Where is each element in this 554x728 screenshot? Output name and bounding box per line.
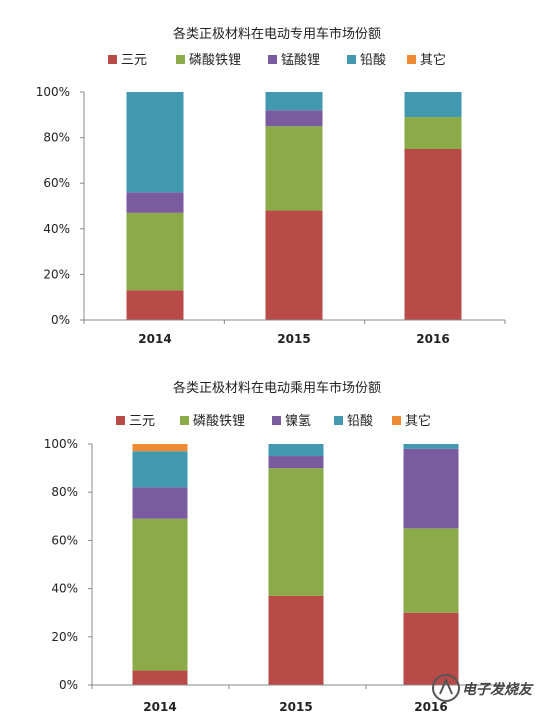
x-axis: 2014 2015 2016	[83, 319, 506, 346]
chart-passenger-vehicles: 各类正极材料在电动乘用车市场份额 三元 磷酸铁锂 镍氢 铅酸 其它 0% 20% 40% 60…	[44, 380, 504, 714]
y-axis: 0% 20% 40% 60% 80% 100%	[36, 85, 85, 327]
y-tick-label: 60%	[43, 176, 70, 190]
bar-segment	[265, 210, 323, 320]
legend-label: 磷酸铁锂	[189, 53, 241, 68]
x-tick-label: 2016	[414, 700, 447, 714]
y-tick-label: 0%	[51, 313, 70, 327]
bars	[132, 444, 459, 685]
bar-segment	[268, 595, 324, 685]
bar-segment	[403, 448, 459, 529]
bar-segment	[132, 670, 188, 685]
y-tick-label: 80%	[43, 131, 70, 145]
bar-segment	[265, 92, 323, 111]
legend-label: 三元	[129, 414, 155, 429]
y-tick-label: 100%	[36, 85, 70, 99]
y-axis: 0% 20% 40% 60% 80% 100%	[44, 437, 93, 692]
bar-segment	[265, 126, 323, 211]
legend-label: 铅酸	[360, 53, 386, 68]
legend-label: 其它	[420, 52, 446, 68]
y-tick-label: 40%	[51, 582, 78, 596]
legend-label: 其它	[405, 413, 431, 429]
chart-title: 各类正极材料在电动专用车市场份额	[173, 26, 381, 42]
watermark-logo: 电子发烧友	[432, 674, 534, 702]
legend-swatch	[272, 416, 281, 425]
x-tick-label: 2016	[416, 332, 449, 346]
y-tick-label: 0%	[59, 678, 78, 692]
y-tick-label: 100%	[44, 437, 78, 451]
bar-segment	[132, 444, 188, 452]
bar-segment	[268, 456, 324, 469]
bar-segment	[126, 92, 184, 193]
legend-label: 三元	[121, 53, 147, 68]
chart-title: 各类正极材料在电动乘用车市场份额	[173, 380, 381, 396]
x-tick-label: 2015	[279, 700, 312, 714]
legend: 三元 磷酸铁锂 镍氢 铅酸 其它	[116, 413, 431, 429]
legend-label: 铅酸	[347, 414, 373, 429]
bar-segment	[268, 468, 324, 596]
legend-swatch	[268, 55, 277, 64]
legend: 三元 磷酸铁锂 锰酸锂 铅酸 其它	[108, 52, 446, 68]
bar-segment	[132, 518, 188, 671]
bar-segment	[404, 92, 462, 118]
bar-segment	[132, 487, 188, 519]
legend-swatch	[392, 416, 401, 425]
legend-label: 磷酸铁锂	[193, 414, 245, 429]
legend-swatch	[347, 55, 356, 64]
bar-segment	[268, 444, 324, 457]
bars	[126, 92, 462, 320]
chart-special-vehicles: 各类正极材料在电动专用车市场份额 三元 磷酸铁锂 锰酸锂 铅酸 其它 0% 20% 40% 6…	[36, 26, 506, 346]
x-tick-label: 2014	[138, 332, 171, 346]
legend-swatch	[334, 416, 343, 425]
y-tick-label: 20%	[43, 267, 70, 281]
bar-segment	[404, 117, 462, 149]
legend-swatch	[180, 416, 189, 425]
x-axis: 2014 2015 2016	[91, 684, 504, 714]
bar-segment	[404, 149, 462, 320]
bar-segment	[403, 528, 459, 613]
legend-swatch	[407, 55, 416, 64]
y-tick-label: 60%	[51, 533, 78, 547]
bar-segment	[403, 612, 459, 685]
x-tick-label: 2015	[277, 332, 310, 346]
legend-label: 锰酸锂	[281, 53, 320, 68]
legend-swatch	[116, 416, 125, 425]
y-tick-label: 80%	[51, 485, 78, 499]
bar-segment	[126, 192, 184, 213]
watermark-text: 电子发烧友	[462, 681, 534, 698]
bar-segment	[403, 444, 459, 449]
legend-label: 镍氢	[285, 414, 311, 429]
bar-segment	[132, 451, 188, 488]
bar-segment	[126, 212, 184, 291]
y-tick-label: 20%	[51, 630, 78, 644]
legend-swatch	[108, 55, 117, 64]
legend-swatch	[176, 55, 185, 64]
x-tick-label: 2014	[143, 700, 176, 714]
bar-segment	[126, 290, 184, 320]
y-tick-label: 40%	[43, 222, 70, 236]
bar-segment	[265, 110, 323, 127]
